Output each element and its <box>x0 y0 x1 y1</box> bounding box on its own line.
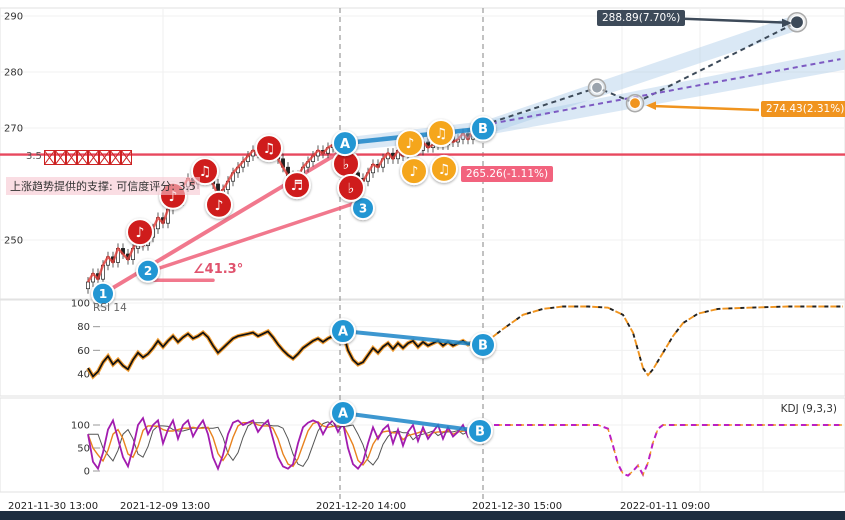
kdj-projection-orange <box>483 424 843 477</box>
projection-dot[interactable] <box>789 15 805 30</box>
price-marker-♪[interactable]: ♪ <box>400 157 428 186</box>
price-marker-♪[interactable]: ♪ <box>126 218 154 247</box>
svg-text:♭: ♭ <box>343 157 350 173</box>
kdj-ytick: 0 <box>84 467 90 478</box>
price-marker-B[interactable]: B <box>470 115 496 142</box>
svg-text:♪: ♪ <box>136 225 145 241</box>
price-marker-1[interactable]: 1 <box>91 281 115 306</box>
rsi-projection-orange <box>482 305 843 377</box>
projection-dot[interactable] <box>590 81 604 94</box>
kdj-ytick: 100 <box>71 421 90 432</box>
rsi-ytick: 100 <box>71 299 90 310</box>
svg-text:♫: ♫ <box>435 126 448 142</box>
rsi-line <box>87 330 484 378</box>
rsi-marker-B[interactable]: B <box>470 332 496 359</box>
svg-text:♪: ♪ <box>410 164 419 180</box>
angle-annotation: ∠41.3° <box>193 262 244 277</box>
projection-dot[interactable] <box>628 97 642 110</box>
support-note: 上涨趋势提供的支撑: 可信度评分: 3.5 <box>6 177 200 195</box>
price-badge-low[interactable]: 265.26(-1.11%) <box>461 166 554 182</box>
price-badge-mid[interactable]: 274.43(2.31%) <box>761 101 845 117</box>
ab-line-rsi <box>341 329 485 347</box>
badge-arrowhead-mid <box>646 101 656 110</box>
svg-text:A: A <box>338 325 348 340</box>
price-marker-A[interactable]: A <box>332 130 358 157</box>
x-axis-label-4: 2022-01-11 09:00 <box>620 501 711 512</box>
price-ytick: 290 <box>4 12 23 23</box>
price-ytick: 250 <box>4 236 23 247</box>
kdj-j-line <box>87 416 483 472</box>
price-ytick: 280 <box>4 68 23 79</box>
svg-text:A: A <box>338 407 348 422</box>
rsi-marker-A[interactable]: A <box>330 318 356 345</box>
badge-arrow-mid <box>652 104 760 112</box>
kdj-ytick: 50 <box>77 444 90 455</box>
svg-text:♬: ♬ <box>291 178 304 194</box>
svg-text:♫: ♫ <box>263 141 276 157</box>
x-axis-label-2: 2021-12-20 14:00 <box>316 501 407 512</box>
kdj-panel-label: KDJ (9,3,3) <box>780 403 837 415</box>
price-marker-♪[interactable]: ♪ <box>205 190 233 219</box>
price-marker-2[interactable]: 2 <box>136 258 160 283</box>
badge-arrow-high <box>676 17 784 24</box>
plot-group: 290 280 270 250 100 80 60 40 100 50 0 1 2 3 ♪ ♪ ♫ ♪ ♫ ♬ ♭ ♭ ♪ ♫… <box>0 7 845 502</box>
price-ytick: 270 <box>4 124 23 135</box>
svg-text:♫: ♫ <box>199 164 212 180</box>
svg-text:♫: ♫ <box>438 162 451 178</box>
rsi-ytick: 80 <box>77 322 90 333</box>
badge-arrowhead-high <box>782 18 792 28</box>
svg-text:♪: ♪ <box>169 189 178 205</box>
x-axis-label-3: 2021-12-30 15:00 <box>472 501 563 512</box>
x-axis-label-1: 2021-12-09 13:00 <box>120 501 211 512</box>
support-score-hatch <box>44 150 132 165</box>
panel-kdj <box>0 397 845 493</box>
ab-line-kdj <box>341 411 482 433</box>
rsi-ytick: 40 <box>77 369 90 380</box>
svg-text:B: B <box>475 425 485 440</box>
price-marker-♬[interactable]: ♬ <box>283 171 311 200</box>
candle-body <box>86 281 90 290</box>
panel-rsi <box>0 299 845 397</box>
price-marker-♭[interactable]: ♭ <box>337 173 365 202</box>
svg-text:♪: ♪ <box>215 198 224 214</box>
support-score-label: 3.5 <box>26 151 42 162</box>
projection-line-purple <box>482 58 841 127</box>
svg-text:2: 2 <box>144 264 152 278</box>
kdj-marker-B[interactable]: B <box>467 417 493 444</box>
x-axis-label-0: 2021-11-30 13:00 <box>8 501 99 512</box>
kdj-marker-A[interactable]: A <box>330 400 356 427</box>
svg-text:B: B <box>478 339 488 354</box>
rsi-ytick: 60 <box>77 346 90 357</box>
price-marker-♫[interactable]: ♫ <box>430 154 458 183</box>
trend-line <box>146 197 368 274</box>
svg-text:B: B <box>478 122 488 137</box>
kdj-k-line <box>87 421 484 468</box>
price-marker-3[interactable]: 3 <box>351 196 375 221</box>
price-badge-high[interactable]: 288.89(7.70%) <box>597 10 686 26</box>
svg-text:♪: ♪ <box>406 136 415 152</box>
kdj-projection <box>483 424 843 478</box>
projection-band <box>483 14 797 136</box>
svg-text:A: A <box>340 137 350 152</box>
svg-text:1: 1 <box>99 287 107 301</box>
svg-text:3: 3 <box>359 201 367 215</box>
price-marker-♫[interactable]: ♫ <box>255 134 283 163</box>
price-marker-♫[interactable]: ♫ <box>427 119 455 148</box>
price-marker-♪[interactable]: ♪ <box>396 129 424 158</box>
svg-text:♭: ♭ <box>348 181 355 197</box>
rsi-panel-label: RSI 14 <box>93 302 127 314</box>
bottom-scrollbar[interactable] <box>0 511 845 520</box>
